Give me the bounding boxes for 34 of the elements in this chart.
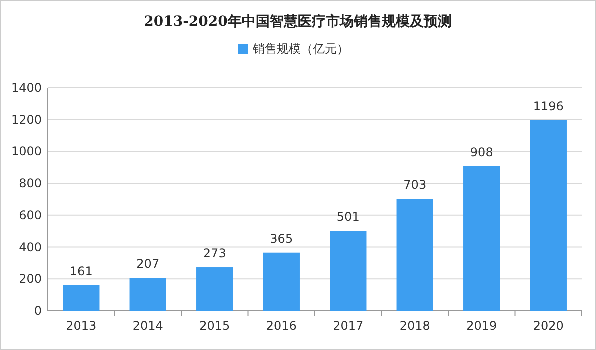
y-tick-label: 800 (19, 176, 42, 191)
bar (263, 252, 300, 311)
x-tick-label: 2013 (66, 319, 97, 333)
x-tick-label: 2016 (266, 319, 297, 333)
y-tick-label: 0 (34, 304, 42, 318)
y-tick-label: 1400 (11, 81, 42, 95)
x-tick-label: 2019 (466, 319, 498, 333)
bar (196, 268, 234, 311)
y-tick-label: 400 (19, 240, 42, 254)
bar (330, 231, 367, 311)
x-tick-label: 2020 (533, 319, 564, 333)
bar (530, 120, 567, 311)
data-label: 161 (70, 264, 93, 278)
legend-label: 销售规模（亿元） (252, 42, 349, 56)
x-tick-label: 2015 (200, 319, 230, 333)
chart-title: 2013-2020年中国智慧医疗市场销售规模及预测 (144, 13, 452, 30)
data-label: 703 (404, 178, 427, 192)
y-tick-label: 1200 (11, 112, 42, 127)
x-tick-label: 2014 (132, 319, 164, 333)
y-tick-label: 600 (19, 208, 42, 222)
bar (63, 285, 100, 311)
data-label: 501 (336, 210, 360, 224)
data-label: 207 (136, 257, 160, 272)
bar (396, 199, 434, 311)
data-label: 1196 (533, 99, 564, 114)
bar (130, 278, 166, 311)
data-label: 908 (470, 145, 494, 160)
x-tick-label: 2018 (400, 319, 430, 333)
data-label: 365 (270, 232, 294, 246)
data-label: 273 (203, 246, 226, 261)
bar (464, 166, 500, 311)
y-tick-label: 200 (19, 272, 42, 286)
x-tick-label: 2017 (333, 319, 364, 333)
y-tick-label: 1000 (11, 144, 42, 159)
